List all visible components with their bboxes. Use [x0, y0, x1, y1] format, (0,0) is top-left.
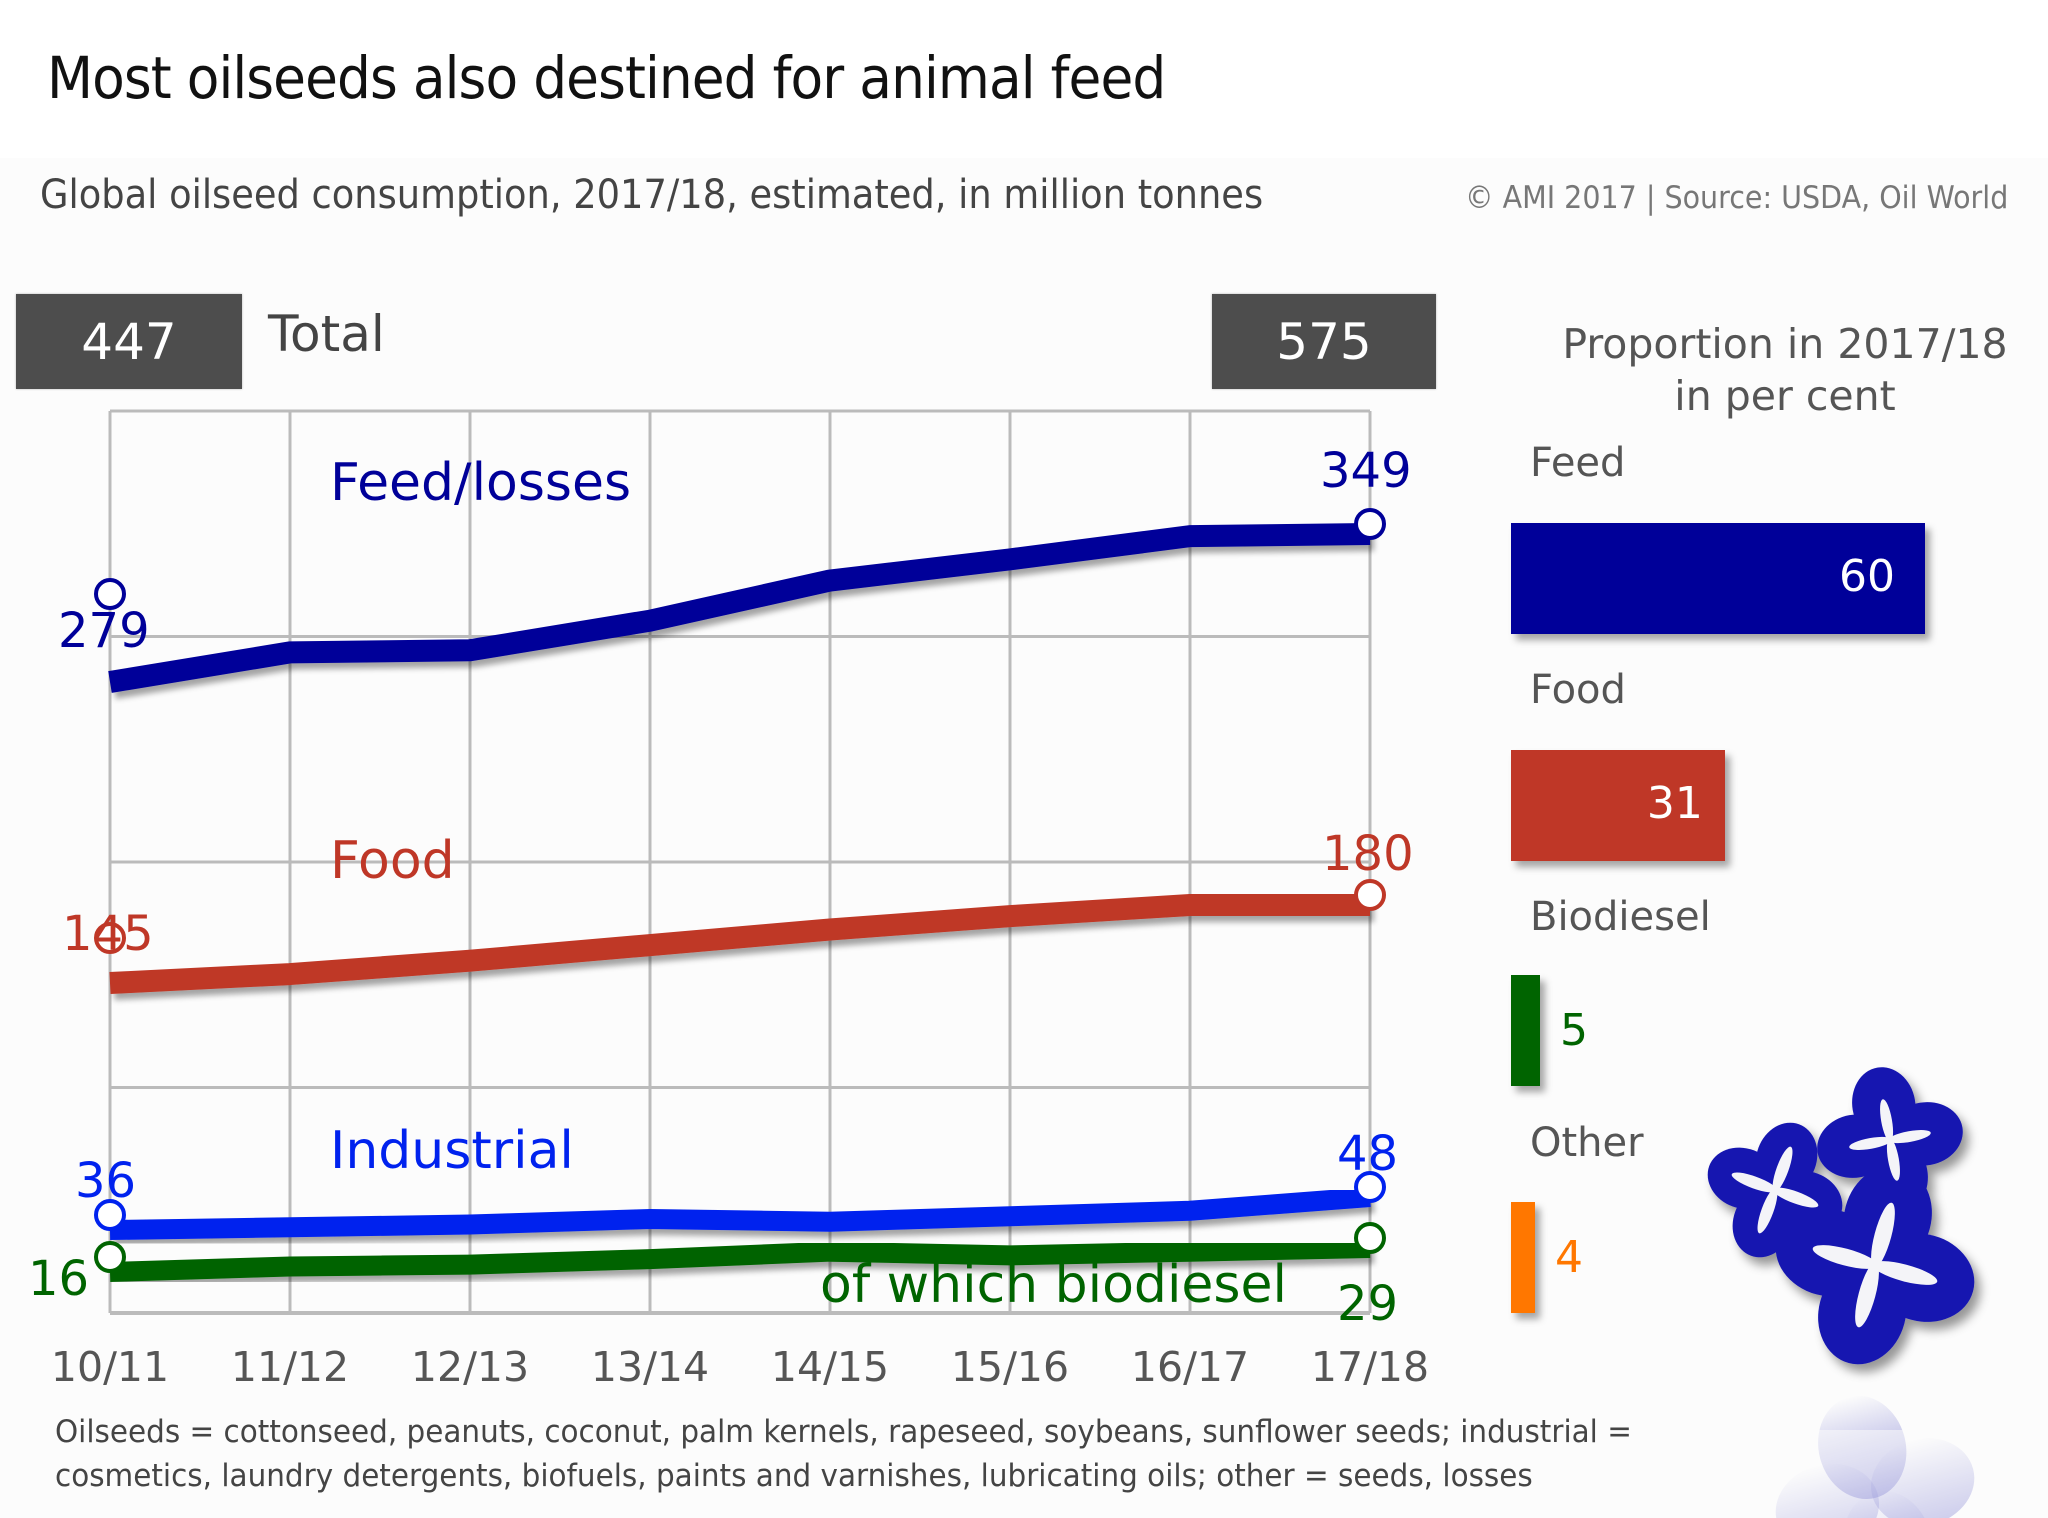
data-point-food-10-11 — [94, 922, 126, 954]
footnote: Oilseeds = cottonseed, peanuts, coconut,… — [55, 1410, 1632, 1498]
proportion-value-feed: 60 — [1839, 551, 1895, 602]
total-start-box: 447 — [16, 294, 242, 389]
chart-title: Most oilseeds also destined for animal f… — [47, 44, 1166, 112]
chart-subtitle: Global oilseed consumption, 2017/18, est… — [40, 172, 1264, 218]
total-end-box: 575 — [1212, 294, 1436, 389]
proportion-label-food: Food — [1530, 667, 1626, 713]
series-label-industrial: Industrial — [330, 1121, 574, 1181]
proportion-label-other: Other — [1530, 1120, 1644, 1166]
proportion-value-food: 31 — [1646, 778, 1703, 829]
proportion-title-line2: in per cent — [1674, 372, 1896, 420]
proportion-title-line1: Proportion in 2017/18 — [1562, 320, 2008, 368]
x-tick-label: 12/13 — [411, 1343, 529, 1391]
proportion-bar-food: 31 — [1511, 750, 1725, 861]
data-point-biodiesel-17-18 — [1354, 1222, 1386, 1254]
proportion-label-feed: Feed — [1530, 440, 1626, 486]
total-label: Total — [268, 305, 385, 363]
proportion-bar-other — [1511, 1202, 1535, 1313]
data-point-food-17-18 — [1354, 879, 1386, 911]
series-lines — [108, 523, 1371, 1282]
data-point-feed-17-18 — [1354, 508, 1386, 540]
data-point-biodiesel-10-11 — [94, 1241, 126, 1273]
proportion-value-other: 4 — [1555, 1232, 1583, 1283]
value-label-industrial-last: 48 — [1337, 1126, 1398, 1182]
x-axis-ticks: 10/11 11/12 12/13 13/14 14/15 15/16 16/17 17/18 — [51, 1343, 1429, 1391]
value-label-biodiesel-first: 16 — [28, 1251, 89, 1307]
value-label-feed-last: 349 — [1320, 443, 1412, 499]
proportion-value-biodiesel: 5 — [1560, 1005, 1588, 1056]
x-tick-label: 13/14 — [591, 1343, 709, 1391]
value-label-feed-first: 279 — [58, 603, 150, 659]
series-label-feed: Feed/losses — [330, 453, 631, 513]
proportion-bar-feed: 60 — [1511, 523, 1925, 634]
value-label-industrial-first: 36 — [75, 1153, 136, 1209]
data-point-industrial-17-18 — [1354, 1171, 1386, 1203]
data-point-industrial-10-11 — [94, 1199, 126, 1231]
x-tick-label: 16/17 — [1131, 1343, 1249, 1391]
source-credit: © AMI 2017 | Source: USDA, Oil World — [1465, 180, 2009, 216]
footnote-line-2: cosmetics, laundry detergents, biofuels,… — [55, 1458, 1533, 1494]
chart-grid — [108, 409, 1372, 1315]
footnote-line-1: Oilseeds = cottonseed, peanuts, coconut,… — [55, 1414, 1632, 1450]
x-tick-label: 11/12 — [231, 1343, 349, 1391]
flower-logo-icon — [1700, 1054, 2020, 1518]
series-label-food: Food — [330, 831, 455, 891]
value-label-biodiesel-last: 29 — [1337, 1276, 1398, 1332]
proportion-label-biodiesel: Biodiesel — [1530, 894, 1711, 940]
series-label-biodiesel: of which biodiesel — [820, 1255, 1287, 1315]
series-markers — [94, 508, 1386, 1273]
proportion-bar-biodiesel — [1511, 975, 1540, 1086]
x-tick-label: 17/18 — [1311, 1343, 1429, 1391]
series-line-food — [109, 894, 1370, 994]
proportion-title: Proportion in 2017/18 in per cent — [1530, 318, 2040, 422]
x-tick-label: 15/16 — [951, 1343, 1069, 1391]
x-tick-label: 14/15 — [771, 1343, 889, 1391]
series-line-feed — [108, 523, 1371, 693]
value-label-food-last: 180 — [1322, 826, 1414, 882]
series-line-biodiesel — [109, 1238, 1371, 1282]
x-tick-label: 10/11 — [51, 1343, 169, 1391]
series-line-industrial — [109, 1187, 1371, 1240]
value-label-food-first: 145 — [62, 906, 154, 962]
data-point-feed-10-11 — [94, 578, 126, 610]
